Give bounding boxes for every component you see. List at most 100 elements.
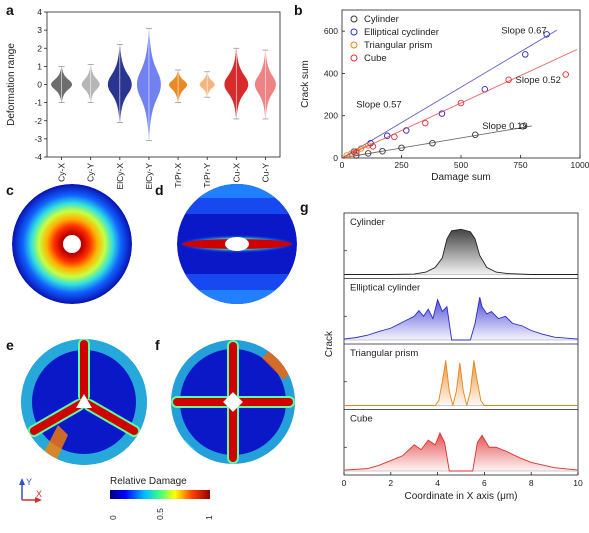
- x-tick-label: TrPr-X: [173, 163, 183, 188]
- y-tick-label: 0: [37, 80, 42, 90]
- y-tick-label: 200: [324, 111, 338, 121]
- data-point: [369, 143, 377, 150]
- y-axis-label: Crack sum: [300, 60, 311, 108]
- x-tick-label: ElCy-Y: [144, 163, 154, 190]
- data-point: [429, 139, 436, 147]
- colorbar-tick-0: 0: [108, 515, 118, 520]
- panel-letter-b: b: [294, 2, 303, 18]
- colorbar: Relative Damage 0 0.5 1: [108, 476, 214, 520]
- data-point: [379, 147, 386, 155]
- axis-indicator: Y X: [19, 477, 42, 503]
- subplot-label: Elliptical cylinder: [350, 283, 420, 294]
- damage-map-triangular-prism: [21, 339, 147, 465]
- slope-label: Slope 0.57: [356, 99, 401, 110]
- panel-letter-a: a: [6, 2, 14, 18]
- fit-line: [341, 125, 532, 159]
- y-tick-label: 3: [37, 25, 42, 35]
- damage-map-cube: [171, 340, 295, 464]
- data-point: [364, 142, 372, 149]
- y-tick-label: -4: [34, 152, 42, 162]
- violin-chart: -4 -3 -2 -1 0 1 2 3 4 Deformation range Cy-X Cy-Y El…: [6, 7, 281, 190]
- legend-marker: [350, 54, 358, 62]
- crack-area: [344, 360, 578, 406]
- panel-letter-f: f: [155, 337, 160, 353]
- x-axis-label: Damage sum: [431, 172, 490, 183]
- crack-line: [344, 360, 578, 406]
- crack-line: [344, 228, 578, 275]
- slope-label: Slope 0.52: [516, 75, 561, 86]
- x-tick-label: Cu-X: [231, 163, 241, 183]
- subplot-label: Cube: [350, 414, 373, 425]
- crack-profile-chart: Cylinder Elliptical cylinder Triangular pr…: [324, 212, 583, 502]
- data-point: [403, 127, 410, 134]
- subplot-label: Triangular prism: [350, 348, 418, 359]
- y-tick-label: 2: [37, 43, 42, 53]
- x-tick-label: Cy-Y: [86, 163, 96, 182]
- data-point: [422, 119, 429, 127]
- data-point: [357, 145, 365, 152]
- crack-area: [344, 229, 578, 275]
- x-tick-label: 6: [482, 478, 487, 488]
- x-tick-label: 750: [513, 160, 527, 170]
- panel-letter-c: c: [6, 182, 14, 198]
- legend-entry: Triangular prism: [364, 40, 432, 51]
- data-point: [519, 123, 527, 130]
- data-point: [391, 133, 398, 141]
- damage-map-cylinder: [12, 184, 132, 304]
- y-tick-label: 1: [37, 61, 42, 71]
- y-tick-label: -1: [34, 98, 42, 108]
- x-tick-label: 4: [435, 478, 440, 488]
- data-point: [457, 99, 465, 107]
- colorbar-tick-2: 1: [204, 515, 214, 520]
- legend-entry: Elliptical cyclinder: [364, 27, 439, 38]
- x-tick-label: 1000: [571, 160, 589, 170]
- y-tick-label: -3: [34, 134, 42, 144]
- panel-letter-d: d: [155, 182, 164, 198]
- x-tick-label: 500: [454, 160, 468, 170]
- y-tick-label: 400: [324, 68, 338, 78]
- data-point: [543, 31, 550, 38]
- data-point: [562, 71, 569, 78]
- panel-letter-e: e: [6, 337, 14, 353]
- data-point: [505, 76, 512, 84]
- colorbar-label: Relative Damage: [110, 476, 187, 487]
- legend-entry: Cylinder: [364, 14, 399, 25]
- legend-marker: [350, 15, 358, 23]
- data-point: [398, 144, 405, 152]
- crack-line: [343, 297, 579, 341]
- slope-label: Slope 0.19: [482, 121, 527, 132]
- colorbar-tick-1: 0.5: [155, 508, 165, 520]
- x-tick-label: 10: [573, 478, 583, 488]
- legend-marker: [350, 28, 358, 36]
- subplot-label: Cylinder: [350, 217, 385, 228]
- damage-map-elliptical-cylinder: [177, 184, 297, 304]
- data-point: [522, 51, 529, 58]
- scatter-chart: 0 250 500 750 1000 0 200 400 600 Damage sum Crack …: [300, 9, 589, 183]
- data-point: [353, 149, 360, 156]
- y-tick-label: 600: [324, 26, 338, 36]
- x-tick-label: TrPr-Y: [202, 163, 212, 188]
- axis-label-x: X: [36, 489, 42, 499]
- slope-label: Slope 0.67: [501, 25, 546, 36]
- x-tick-label: Cy-X: [57, 163, 67, 182]
- crack-area: [344, 433, 578, 471]
- x-axis-label: Coordinate in X axis (μm): [404, 491, 517, 502]
- crack-line: [343, 431, 579, 472]
- fit-line: [341, 29, 558, 159]
- x-tick-label: 8: [529, 478, 534, 488]
- axis-label-y: Y: [26, 477, 32, 487]
- x-tick-label: 0: [342, 478, 347, 488]
- y-tick-label: 4: [37, 7, 42, 17]
- x-tick-label: 2: [388, 478, 393, 488]
- y-tick-label: -2: [34, 116, 42, 126]
- legend-entry: Cube: [364, 53, 387, 64]
- fit-line: [341, 49, 578, 159]
- data-point: [364, 150, 372, 157]
- y-axis-label: Deformation range: [6, 43, 17, 126]
- x-tick-label: 0: [340, 160, 345, 170]
- data-point: [472, 131, 479, 138]
- y-axis-label: Crack: [324, 330, 335, 357]
- panel-letter-g: g: [300, 199, 309, 215]
- x-tick-label: ElCy-X: [115, 163, 125, 190]
- x-tick-label: Cu-Y: [260, 163, 270, 183]
